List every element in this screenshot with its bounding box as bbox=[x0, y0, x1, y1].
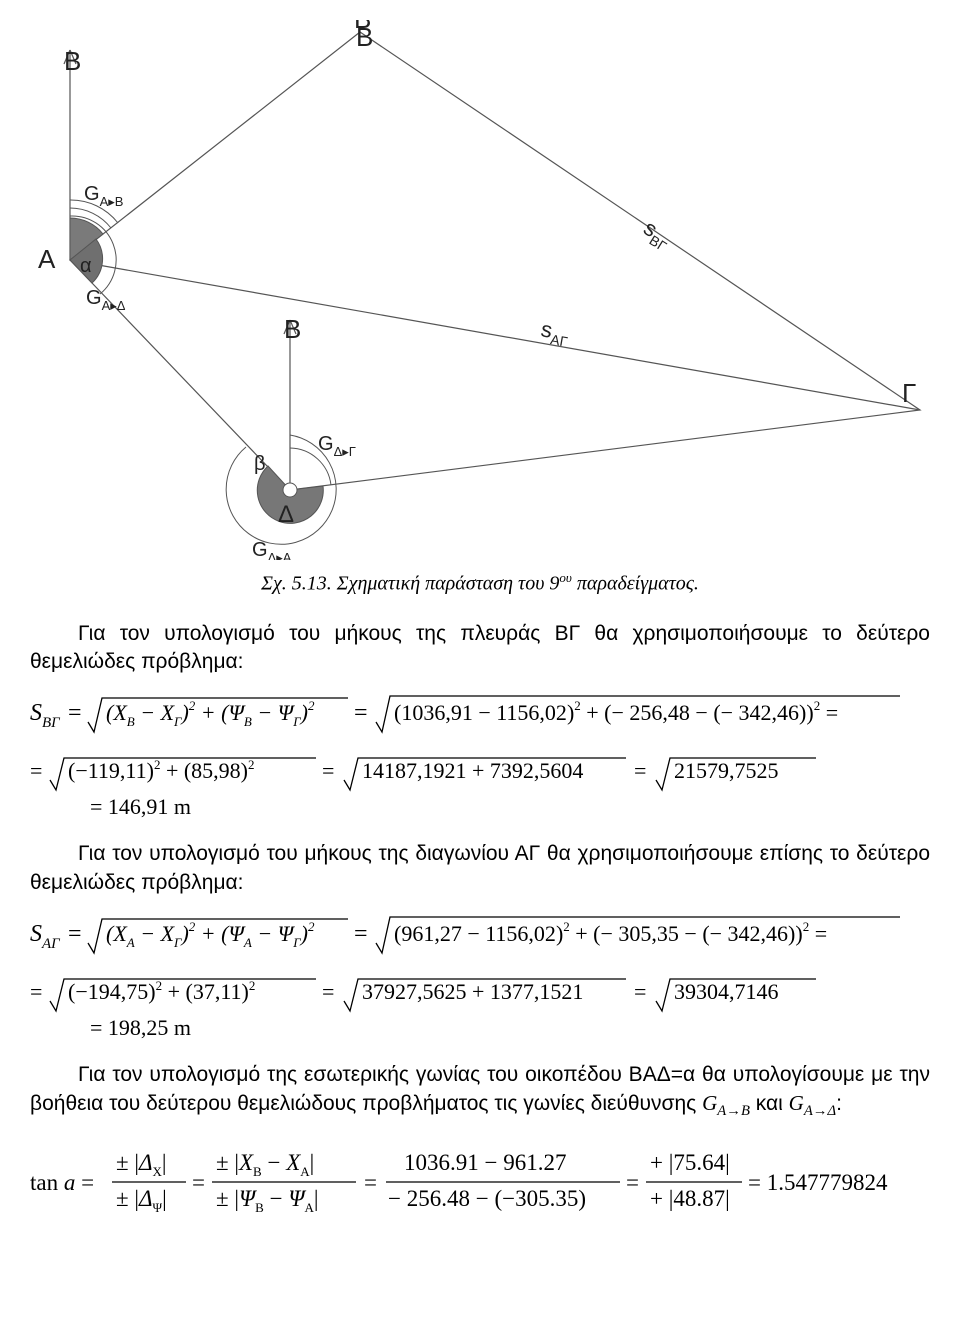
svg-text:=: = bbox=[354, 921, 368, 947]
svg-text:=: = bbox=[322, 758, 334, 783]
svg-text:SΑΓ: SΑΓ bbox=[30, 921, 61, 952]
svg-text:=: = bbox=[634, 979, 646, 1004]
svg-text:SΒΓ: SΒΓ bbox=[30, 700, 61, 731]
svg-text:=: = bbox=[68, 700, 82, 726]
svg-text:= 198,25 m: = 198,25 m bbox=[90, 1015, 191, 1040]
svg-text:= 1.547779824: = 1.547779824 bbox=[748, 1170, 888, 1195]
point-G-label: Γ bbox=[902, 378, 916, 408]
equation-1b: = (−119,11)2 + (85,98)2 = 14187,1921 + 7… bbox=[30, 748, 930, 826]
equation-2b: = (−194,75)2 + (37,11)2 = 37927,5625 + 1… bbox=[30, 969, 930, 1047]
point-B-label-top: Β bbox=[354, 20, 371, 34]
gab-label: GA▸B bbox=[84, 183, 123, 209]
svg-text:=: = bbox=[68, 921, 82, 947]
svg-text:(961,27 − 1156,02)2 + (− 305,3: (961,27 − 1156,02)2 + (− 305,35 − (− 342… bbox=[394, 919, 827, 946]
north-A-label: Β bbox=[64, 46, 81, 76]
svg-text:=: = bbox=[364, 1170, 377, 1195]
figure-caption: Σχ. 5.13. Σχηματική παράσταση του 9ου πα… bbox=[30, 570, 930, 596]
svg-text:+ |48.87|: + |48.87| bbox=[650, 1186, 730, 1211]
svg-text:± |ΔX|: ± |ΔX| bbox=[116, 1150, 166, 1179]
svg-text:=: = bbox=[30, 758, 42, 783]
gda-label: GΔ▸A bbox=[252, 539, 292, 560]
svg-text:=: = bbox=[626, 1170, 639, 1195]
point-A-label: Α bbox=[38, 244, 56, 274]
svg-text:− 256.48 − (−305.35): − 256.48 − (−305.35) bbox=[388, 1186, 586, 1211]
svg-text:=: = bbox=[30, 979, 42, 1004]
svg-text:(ΧΒ − ΧΓ)2 + (ΨΒ − ΨΓ)2: (ΧΒ − ΧΓ)2 + (ΨΒ − ΨΓ)2 bbox=[106, 698, 315, 729]
svg-text:(−119,11)2 + (85,98)2: (−119,11)2 + (85,98)2 bbox=[68, 757, 255, 783]
gad-label: GA▸Δ bbox=[86, 287, 126, 313]
equation-3: tan a = ± |ΔX| ± |ΔΨ| = ± |ΧΒ − ΧΑ| ± |Ψ… bbox=[30, 1140, 930, 1230]
svg-text:=: = bbox=[322, 979, 334, 1004]
svg-text:(ΧΑ − ΧΓ)2 + (ΨΑ − ΨΓ)2: (ΧΑ − ΧΓ)2 + (ΨΑ − ΨΓ)2 bbox=[106, 919, 315, 950]
paragraph-2: Για τον υπολογισμό του μήκους της διαγων… bbox=[30, 840, 930, 897]
north-D-label: Β bbox=[284, 314, 301, 344]
side-bg-label: sΒΓ bbox=[637, 215, 676, 255]
angle-alpha: α bbox=[80, 255, 92, 277]
svg-text:39304,7146: 39304,7146 bbox=[674, 979, 779, 1004]
svg-text:14187,1921 + 7392,5604: 14187,1921 + 7392,5604 bbox=[362, 758, 583, 783]
svg-text:= 146,91 m: = 146,91 m bbox=[90, 794, 191, 819]
angle-beta: β bbox=[254, 453, 266, 475]
svg-text:(1036,91 − 1156,02)2 + (− 256,: (1036,91 − 1156,02)2 + (− 256,48 − (− 34… bbox=[394, 698, 838, 725]
svg-text:± |ΧΒ − ΧΑ|: ± |ΧΒ − ΧΑ| bbox=[216, 1150, 314, 1179]
svg-text:=: = bbox=[354, 700, 368, 726]
paragraph-3: Για τον υπολογισμό της εσωτερικής γωνίας… bbox=[30, 1061, 930, 1122]
side-ag-label: sΑΓ bbox=[538, 316, 571, 349]
svg-text:(−194,75)2 + (37,11)2: (−194,75)2 + (37,11)2 bbox=[68, 978, 255, 1004]
svg-text:21579,7525: 21579,7525 bbox=[674, 758, 779, 783]
svg-text:37927,5625 + 1377,1521: 37927,5625 + 1377,1521 bbox=[362, 979, 583, 1004]
geometry-diagram: Α Β Β Γ Δ Β Β α β GA▸B GA▸Δ GΔ▸Γ GΔ▸A sΒ… bbox=[30, 20, 930, 560]
paragraph-1: Για τον υπολογισμό του μήκους της πλευρά… bbox=[30, 620, 930, 677]
svg-text:=: = bbox=[192, 1170, 205, 1195]
svg-text:± |ΔΨ|: ± |ΔΨ| bbox=[116, 1186, 167, 1215]
svg-text:± |ΨΒ − ΨΑ|: ± |ΨΒ − ΨΑ| bbox=[216, 1186, 318, 1215]
equation-2a: SΑΓ = (ΧΑ − ΧΓ)2 + (ΨΑ − ΨΓ)2 = (961,27 … bbox=[30, 903, 930, 963]
svg-text:+ |75.64|: + |75.64| bbox=[650, 1150, 730, 1175]
svg-text:1036.91 − 961.27: 1036.91 − 961.27 bbox=[404, 1150, 566, 1175]
equation-1a: SΒΓ = (ΧΒ − ΧΓ)2 + (ΨΒ − ΨΓ)2 = (1036,91… bbox=[30, 682, 930, 742]
svg-text:=: = bbox=[634, 758, 646, 783]
point-D-label: Δ bbox=[278, 501, 294, 528]
svg-text:tan a =: tan a = bbox=[30, 1170, 94, 1195]
